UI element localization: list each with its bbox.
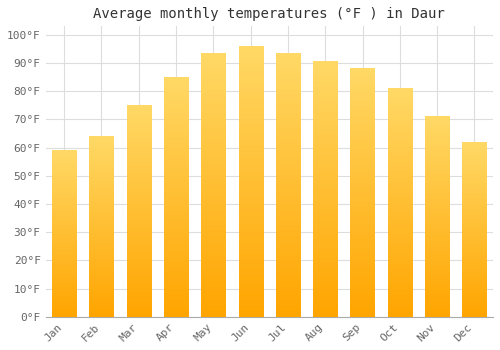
Title: Average monthly temperatures (°F ) in Daur: Average monthly temperatures (°F ) in Da… [94,7,445,21]
